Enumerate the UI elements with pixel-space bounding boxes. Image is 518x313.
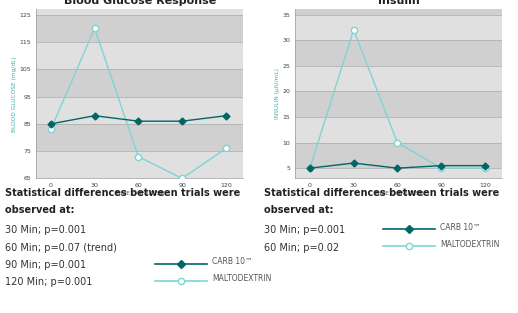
X-axis label: TIME (MINUTES): TIME (MINUTES)	[115, 191, 165, 196]
Text: 60 Min; p=0.02: 60 Min; p=0.02	[264, 243, 339, 253]
Bar	[36, 15, 243, 42]
X-axis label: TIME (MINUTES): TIME (MINUTES)	[374, 191, 424, 196]
Title: Blood Glucose Response: Blood Glucose Response	[64, 0, 216, 6]
Bar	[295, 168, 502, 178]
Bar	[36, 42, 243, 69]
Text: MALTODEXTRIN: MALTODEXTRIN	[440, 240, 500, 249]
Text: CARB 10™: CARB 10™	[212, 257, 253, 266]
Text: 120 Min; p=0.001: 120 Min; p=0.001	[5, 277, 93, 287]
Text: CARB 10™: CARB 10™	[440, 223, 481, 232]
Bar	[36, 69, 243, 97]
Y-axis label: INSULIN (µIU/mL): INSULIN (µIU/mL)	[275, 69, 280, 119]
Text: observed at:: observed at:	[5, 205, 75, 215]
Bar	[36, 97, 243, 124]
Text: 90 Min; p=0.001: 90 Min; p=0.001	[5, 260, 87, 270]
Bar	[36, 9, 243, 15]
Title: Insulin: Insulin	[378, 0, 420, 6]
Text: 60 Min; p=0.07 (trend): 60 Min; p=0.07 (trend)	[5, 243, 117, 253]
Text: MALTODEXTRIN: MALTODEXTRIN	[212, 275, 272, 283]
Bar	[295, 66, 502, 91]
Y-axis label: BLOOD GLUCOSE (mg/dL): BLOOD GLUCOSE (mg/dL)	[12, 56, 17, 132]
Text: Statistical differences between trials were: Statistical differences between trials w…	[264, 188, 499, 198]
Text: 30 Min; p=0.001: 30 Min; p=0.001	[264, 225, 346, 235]
Text: observed at:: observed at:	[264, 205, 334, 215]
Text: Statistical differences between trials were: Statistical differences between trials w…	[5, 188, 240, 198]
Bar	[295, 14, 502, 40]
Bar	[295, 142, 502, 168]
Bar	[36, 124, 243, 151]
Text: 30 Min; p=0.001: 30 Min; p=0.001	[5, 225, 87, 235]
Bar	[36, 151, 243, 178]
Bar	[295, 40, 502, 66]
Bar	[295, 9, 502, 14]
Bar	[295, 117, 502, 142]
Bar	[295, 91, 502, 117]
